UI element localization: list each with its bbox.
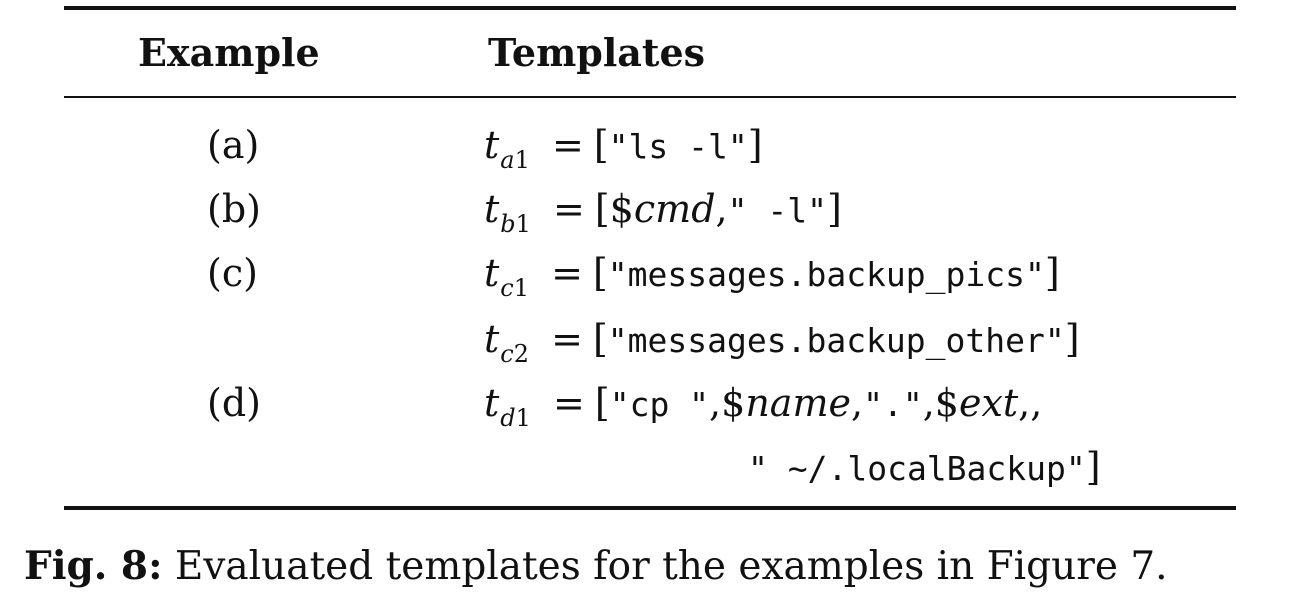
string-literal: "messages.backup_pics" (607, 255, 1045, 294)
figure-caption: Fig. 8: Evaluated templates for the exam… (24, 542, 1168, 591)
template-row-c2: tc2 = ["messages.backup_other"] (484, 316, 1080, 368)
string-literal: "." (863, 385, 923, 424)
string-literal: " ~/.localBackup" (748, 449, 1086, 488)
open-bracket: [ (592, 317, 608, 361)
row-label-c: (c) (207, 251, 258, 295)
comma: , (1030, 381, 1043, 425)
row-label-d: (d) (207, 381, 261, 425)
template-subscript: d1 (500, 404, 531, 432)
caption-label: Fig. 8: (24, 543, 163, 589)
template-subscript: b1 (500, 210, 531, 238)
comma: , (922, 381, 935, 425)
template-row-d-continuation: " ~/.localBackup"] (748, 444, 1101, 492)
close-bracket: ] (1064, 317, 1080, 361)
template-subscript: c1 (500, 274, 530, 302)
table-header-example: Example (138, 30, 320, 75)
row-label-a: (a) (207, 123, 260, 167)
string-literal: "ls -l" (608, 127, 748, 166)
template-var: t (484, 123, 500, 167)
comma: , (850, 381, 864, 425)
open-bracket: [ (594, 187, 610, 231)
dollar-sign: $ (609, 187, 634, 231)
template-var: t (484, 187, 500, 231)
variable-name: cmd (633, 187, 716, 231)
close-bracket: ] (1044, 251, 1060, 295)
dollar-sign: $ (721, 381, 746, 425)
equals-sign: = (551, 123, 584, 167)
table-header-templates: Templates (488, 30, 706, 75)
comma: , (715, 187, 728, 231)
equals-sign: = (551, 251, 583, 295)
equals-sign: = (551, 317, 583, 361)
template-row-b: tb1 = [$cmd," -l"] (484, 186, 842, 238)
table-rule-mid (64, 96, 1236, 98)
close-bracket: ] (826, 187, 842, 231)
equals-sign: = (553, 381, 585, 425)
comma: , (709, 381, 722, 425)
table-rule-top (64, 6, 1236, 10)
string-literal: "messages.backup_other" (607, 321, 1065, 360)
template-row-d: td1 = ["cp ",$name,".",$ext,, (484, 380, 1043, 432)
variable-name: name (745, 381, 851, 425)
table-rule-bottom (64, 506, 1236, 510)
close-bracket: ] (747, 123, 763, 167)
open-bracket: [ (594, 381, 610, 425)
template-subscript: a1 (500, 146, 530, 174)
template-subscript: c2 (500, 340, 530, 368)
string-literal: "cp " (609, 385, 710, 424)
template-var: t (484, 251, 500, 295)
template-row-c1: tc1 = ["messages.backup_pics"] (484, 250, 1060, 302)
comma: , (1018, 381, 1031, 425)
caption-text: Evaluated templates for the examples in … (174, 544, 1168, 589)
close-bracket: ] (1085, 445, 1101, 489)
template-var: t (484, 317, 500, 361)
dollar-sign: $ (934, 381, 959, 425)
template-var: t (484, 381, 500, 425)
open-bracket: [ (592, 251, 608, 295)
row-label-b: (b) (207, 187, 261, 231)
template-row-a: ta1 = ["ls -l"] (484, 122, 763, 174)
string-literal: " -l" (727, 191, 827, 230)
equals-sign: = (553, 187, 585, 231)
variable-name: ext (958, 381, 1019, 425)
open-bracket: [ (593, 123, 609, 167)
